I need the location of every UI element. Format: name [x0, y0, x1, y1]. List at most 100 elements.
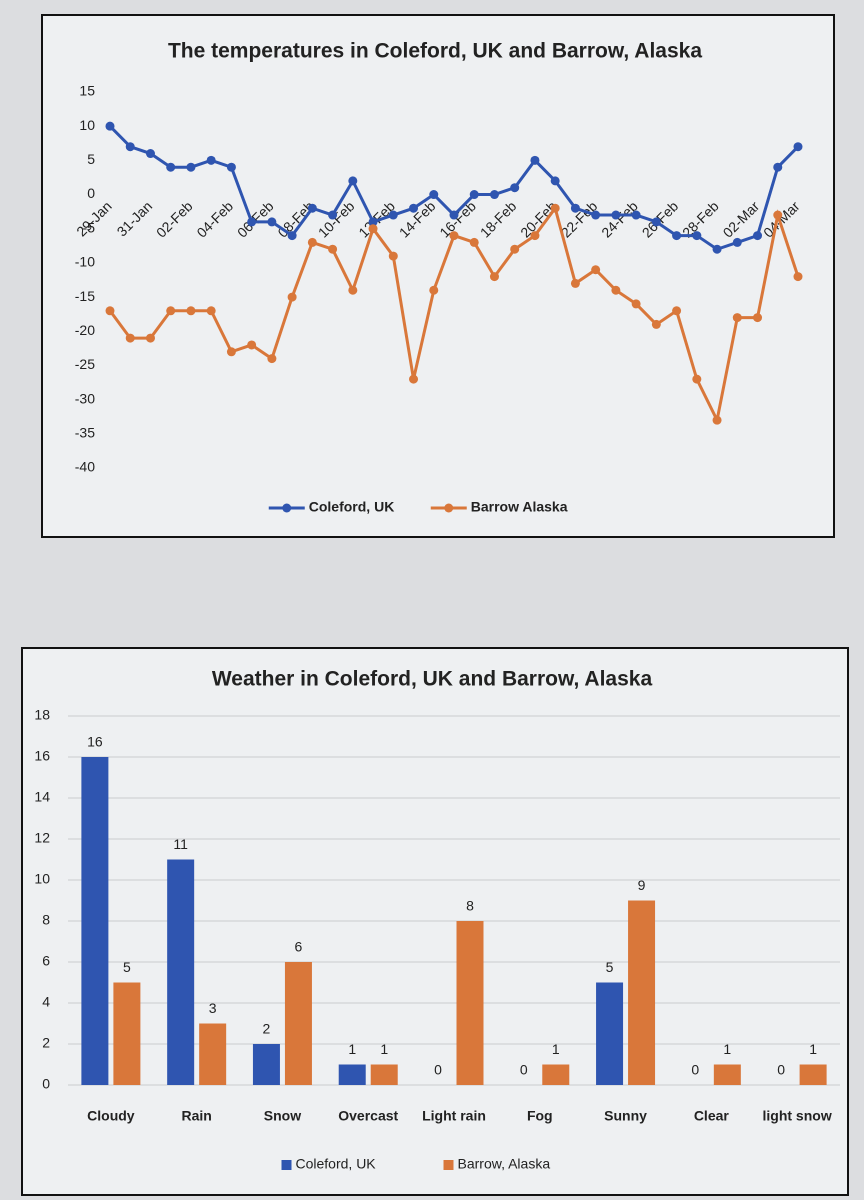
point: [570, 203, 580, 213]
point: [166, 162, 176, 172]
bar: [167, 859, 195, 1085]
bar: [596, 982, 624, 1085]
point: [125, 142, 135, 152]
data-label: 1: [348, 1041, 356, 1057]
y-tick-label: 10: [34, 871, 50, 887]
point: [773, 210, 783, 220]
point: [530, 155, 540, 165]
chart-title: The temperatures in Coleford, UK and Bar…: [168, 40, 702, 63]
point: [591, 210, 601, 220]
point: [753, 231, 763, 241]
x-tick-label: Clear: [694, 1108, 730, 1124]
point: [773, 162, 783, 172]
legend-marker: [444, 503, 454, 513]
point: [186, 162, 196, 172]
point: [145, 333, 155, 343]
y-tick-label: 5: [87, 151, 95, 167]
y-tick-label: 12: [34, 830, 50, 846]
point: [469, 190, 479, 200]
point: [692, 231, 702, 241]
y-tick-label: -35: [75, 425, 95, 441]
point: [388, 251, 398, 261]
point: [429, 190, 439, 200]
point: [368, 224, 378, 234]
bar: [81, 757, 109, 1085]
point: [631, 299, 641, 309]
point: [267, 354, 277, 364]
y-tick-label: 16: [34, 748, 50, 764]
point: [449, 231, 459, 241]
data-label: 1: [723, 1041, 731, 1057]
y-tick-label: -10: [75, 254, 95, 270]
chart-title: Weather in Coleford, UK and Barrow, Alas…: [212, 668, 653, 691]
y-tick-label: -5: [83, 219, 96, 235]
point: [692, 374, 702, 384]
point: [348, 176, 358, 186]
point: [166, 306, 176, 316]
y-tick-label: 8: [42, 912, 50, 928]
point: [611, 210, 621, 220]
x-tick-label: Snow: [264, 1108, 301, 1124]
point: [267, 217, 277, 227]
point: [145, 149, 155, 159]
legend-label: Coleford, UK: [309, 499, 395, 515]
bar: [799, 1064, 827, 1085]
x-tick-label: Light rain: [422, 1108, 486, 1124]
point: [672, 231, 682, 241]
y-tick-label: -40: [75, 459, 95, 475]
point: [409, 203, 419, 213]
y-tick-label: 14: [34, 789, 50, 805]
x-tick-label: Sunny: [604, 1108, 647, 1124]
data-label: 1: [552, 1041, 560, 1057]
y-tick-label: 18: [34, 707, 50, 723]
point: [732, 313, 742, 323]
bar: [284, 962, 312, 1085]
point: [287, 231, 297, 241]
point: [570, 278, 580, 288]
point: [651, 217, 661, 227]
data-label: 0: [434, 1062, 442, 1078]
point: [510, 244, 520, 254]
legend-marker: [282, 503, 292, 513]
bar: [252, 1044, 280, 1085]
data-label: 1: [809, 1041, 817, 1057]
point: [328, 210, 338, 220]
bar: [456, 921, 484, 1085]
point: [247, 217, 257, 227]
point: [409, 374, 419, 384]
legend-label: Barrow Alaska: [471, 499, 568, 515]
point: [105, 306, 115, 316]
legend-swatch: [281, 1160, 292, 1170]
point: [651, 319, 661, 329]
point: [611, 285, 621, 295]
point: [105, 121, 115, 131]
x-tick-label: light snow: [763, 1108, 832, 1124]
y-tick-label: 0: [42, 1076, 50, 1092]
bar: [370, 1064, 398, 1085]
point: [186, 306, 196, 316]
point: [287, 292, 297, 302]
point: [489, 272, 499, 282]
point: [732, 237, 742, 247]
data-label: 5: [123, 959, 131, 975]
point: [328, 244, 338, 254]
data-label: 6: [295, 939, 303, 955]
legend-swatch: [443, 1160, 454, 1170]
point: [206, 155, 216, 165]
x-tick-label: Overcast: [338, 1108, 398, 1124]
point: [530, 231, 540, 241]
point: [550, 203, 560, 213]
point: [489, 190, 499, 200]
point: [793, 142, 803, 152]
data-label: 11: [173, 836, 188, 852]
y-tick-label: -25: [75, 356, 95, 372]
data-label: 16: [87, 734, 103, 750]
bar: [338, 1064, 366, 1085]
data-label: 5: [606, 959, 614, 975]
y-tick-label: -30: [75, 390, 95, 406]
point: [591, 265, 601, 275]
point: [226, 347, 236, 357]
point: [631, 210, 641, 220]
